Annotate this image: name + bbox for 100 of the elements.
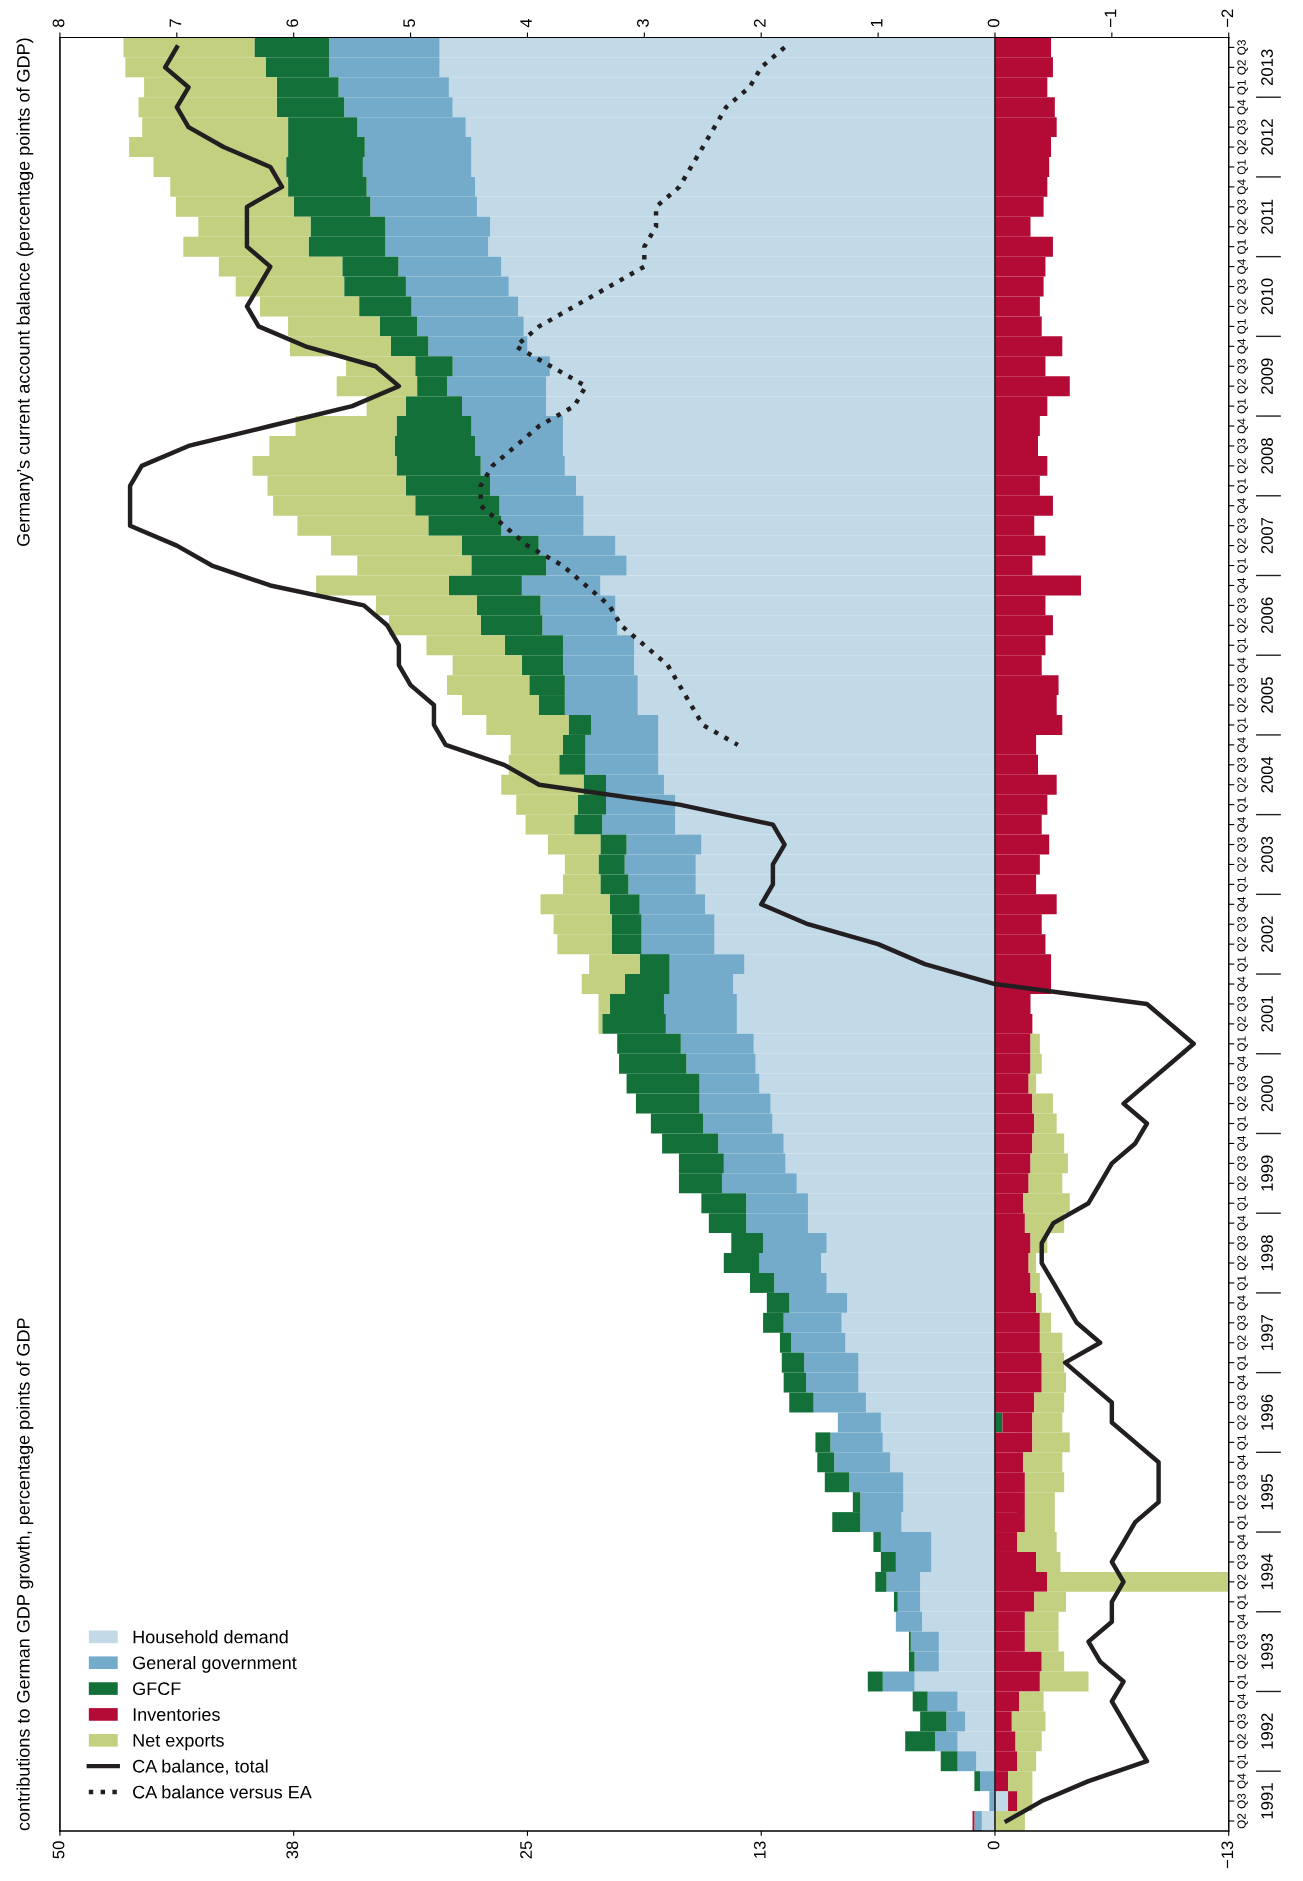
x2-tick-label: 0 <box>987 19 1000 28</box>
y-tick-label: Q3 <box>1237 1395 1248 1410</box>
y-tick-label: Q1 <box>1237 159 1248 175</box>
y-tick-label: Q4 <box>1237 657 1248 673</box>
legend-label: Household demand <box>133 1630 288 1644</box>
y-tick-label: Q3 <box>1237 1793 1248 1809</box>
text: 1993 <box>1261 1633 1273 1669</box>
x2-tick-label: 2 <box>753 19 766 27</box>
text: 1997 <box>1261 1315 1273 1351</box>
y-tick-label: Q4 <box>1237 1056 1248 1072</box>
y-tick-label: Q4 <box>1237 1534 1248 1550</box>
y-tick-label: Q4 <box>1237 1215 1248 1231</box>
y-tick-label: Q4 <box>1237 577 1248 593</box>
legend-label: CA balance, total <box>133 1759 268 1775</box>
x2-tick-label: −2 <box>1221 9 1234 27</box>
y-tick-label: Q4 <box>1237 976 1248 992</box>
y-tick-label: Q2 <box>1237 60 1248 75</box>
y-tick-label: Q1 <box>1237 79 1248 95</box>
y-tick-label: Q4 <box>1237 179 1248 195</box>
x2-tick-label: 1 <box>870 19 883 27</box>
y-tick-label: Q1 <box>1237 558 1248 573</box>
x2-tick-label: 7 <box>169 19 182 27</box>
bar <box>994 1791 1009 1812</box>
bar <box>873 1532 881 1552</box>
y-tick-label: Q1 <box>1237 1036 1248 1052</box>
y-tick-label: Q1 <box>1237 1514 1248 1530</box>
bar <box>893 1591 898 1612</box>
y-tick-label: Q3 <box>1237 1156 1248 1171</box>
y-tick-label: Q2 <box>1237 777 1248 793</box>
y-tick-label: Q3 <box>1237 1235 1248 1251</box>
x-tick-label: −13 <box>1221 1841 1234 1869</box>
text: 2004 <box>1261 756 1273 793</box>
y-tick-label: Q4 <box>1237 1454 1248 1470</box>
text: contributions to German GDP growth, percentage points of GDP <box>16 1318 34 1831</box>
y-tick-label: Q4 <box>1237 1295 1248 1311</box>
x2-tick-label: 3 <box>637 19 649 28</box>
y-tick-label: Q2 <box>1237 1096 1248 1111</box>
y-tick-label: Q3 <box>1237 1076 1248 1091</box>
text: 2002 <box>1261 916 1273 952</box>
x2-tick-label: 4 <box>520 18 532 28</box>
text: 2013 <box>1261 49 1273 86</box>
y-tick-label: Q3 <box>1237 677 1248 693</box>
y-tick-label: Q3 <box>1237 1714 1248 1729</box>
text: 2007 <box>1261 517 1273 554</box>
y-tick-label: Q3 <box>1237 1474 1248 1490</box>
y-tick-label: Q4 <box>1237 1773 1248 1789</box>
text: 2003 <box>1261 836 1273 873</box>
y-tick-label: Q3 <box>1237 518 1248 533</box>
text: 2011 <box>1261 199 1273 234</box>
y-tick-label: Q2 <box>1237 1415 1248 1430</box>
x-tick-label: 13 <box>753 1841 766 1858</box>
y-tick-label: Q2 <box>1237 857 1248 872</box>
x2-tick-label: 8 <box>52 19 65 27</box>
y-tick-label: Q2 <box>1237 1016 1248 1032</box>
legend-label: General government <box>133 1655 297 1673</box>
y-tick-label: Q2 <box>1237 1176 1248 1191</box>
y-tick-label: Q2 <box>1237 936 1248 952</box>
y-tick-label: Q3 <box>1237 916 1248 932</box>
y-tick-label: Q4 <box>1237 418 1248 434</box>
legend-label: CA balance versus EA <box>133 1785 312 1799</box>
y-tick-label: Q1 <box>1237 398 1248 414</box>
legend-label: GFCF <box>133 1682 181 1696</box>
y-tick-label: Q1 <box>1237 797 1248 812</box>
y-tick-label: Q1 <box>1237 1435 1248 1450</box>
text: 1991 <box>1261 1783 1273 1819</box>
y-tick-label: Q2 <box>1237 1813 1248 1829</box>
y-tick-label: Q4 <box>1237 99 1248 115</box>
y-tick-label: Q1 <box>1237 1594 1248 1610</box>
text: 2000 <box>1261 1075 1273 1112</box>
y-tick-label: Q4 <box>1237 498 1248 514</box>
y-tick-label: Q4 <box>1237 817 1248 832</box>
y-tick-label: Q4 <box>1237 737 1248 753</box>
text: 2001 <box>1261 996 1273 1032</box>
text: 1994 <box>1261 1553 1273 1590</box>
text: 2005 <box>1261 677 1273 713</box>
y-tick-label: Q3 <box>1237 119 1248 135</box>
bar <box>867 1671 883 1692</box>
y-tick-label: Q1 <box>1237 877 1248 892</box>
y-tick-label: Q1 <box>1237 1674 1248 1689</box>
y-tick-label: Q3 <box>1237 996 1248 1012</box>
bar <box>957 1751 977 1772</box>
text: 2009 <box>1261 358 1273 394</box>
x-tick-label: 25 <box>520 1841 532 1859</box>
y-tick-label: Q4 <box>1237 259 1248 274</box>
y-tick-label: Q2 <box>1237 219 1248 235</box>
text: 1996 <box>1261 1394 1273 1430</box>
y-tick-label: Q2 <box>1237 139 1248 155</box>
y-tick-label: Q2 <box>1237 538 1248 553</box>
y-tick-label: Q3 <box>1237 1634 1248 1649</box>
y-tick-label: Q2 <box>1237 1654 1248 1669</box>
y-tick-label: Q1 <box>1237 478 1248 494</box>
y-tick-label: Q1 <box>1237 1116 1248 1131</box>
y-tick-label: Q1 <box>1237 956 1248 972</box>
x-tick-label: 38 <box>286 1841 299 1859</box>
y-tick-label: Q3 <box>1237 837 1248 852</box>
text: 2008 <box>1261 438 1273 474</box>
x2-axis-title: Germany’s current account balance (percentage points of GDP) <box>16 38 34 546</box>
y-tick-label: Q2 <box>1237 1494 1248 1510</box>
y-tick-label: Q1 <box>1237 1355 1248 1370</box>
y-tick-label: Q3 <box>1237 757 1248 773</box>
